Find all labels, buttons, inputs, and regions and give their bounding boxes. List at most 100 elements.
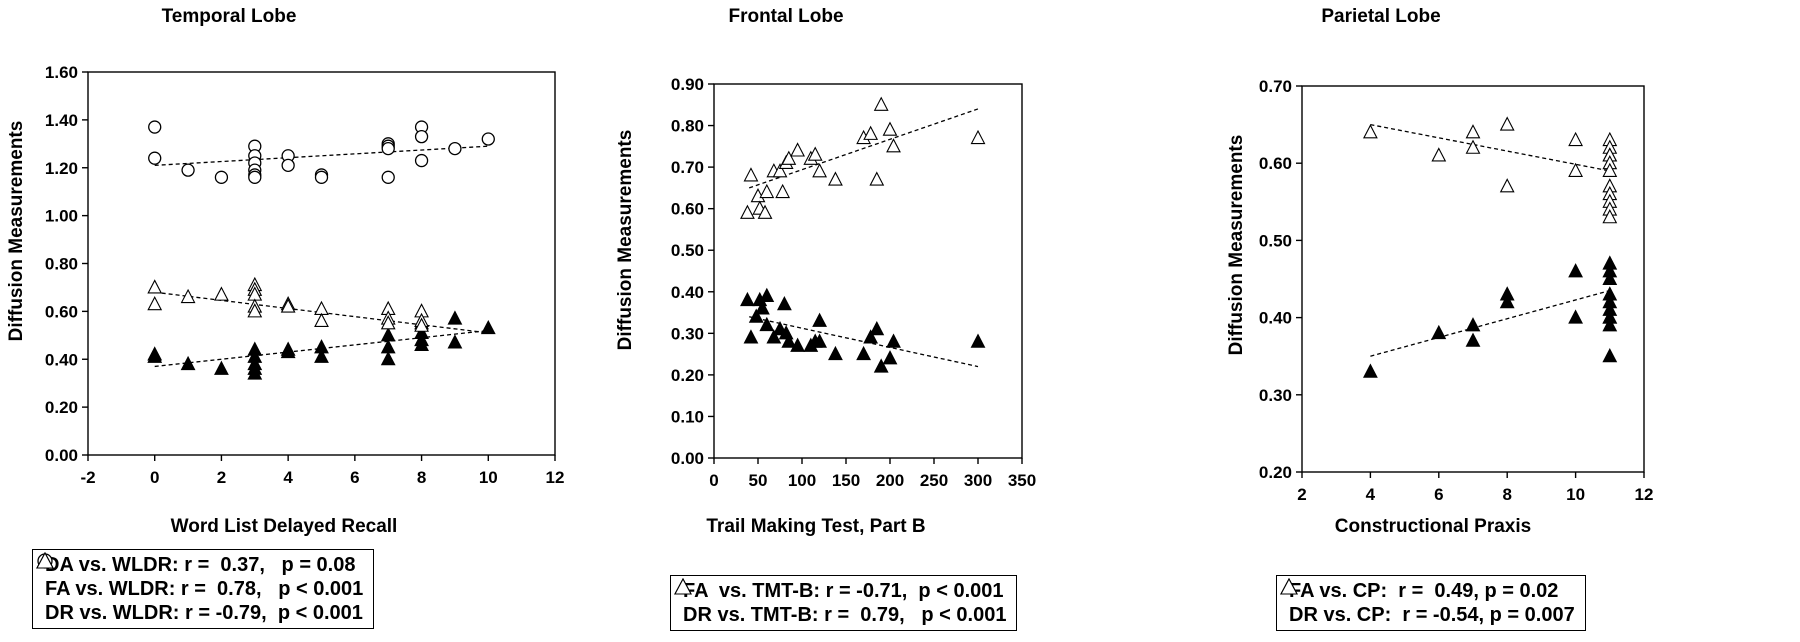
x-tick-label: 12 — [1635, 485, 1654, 504]
data-point-dr — [873, 96, 889, 111]
data-point-dr — [1602, 162, 1618, 177]
y-tick-label: 0.40 — [1259, 309, 1292, 328]
x-tick-label: 2 — [217, 468, 226, 487]
data-point-dr — [380, 315, 396, 330]
data-point-fa — [147, 348, 163, 363]
data-point-dr — [147, 296, 163, 311]
plot-area — [1301, 85, 1645, 473]
data-point-fa — [447, 334, 463, 349]
trend-line-fa — [1370, 289, 1610, 357]
data-point-da — [314, 170, 329, 184]
data-point-fa — [856, 345, 872, 361]
data-point-fa — [886, 333, 901, 348]
frontal-lobe-plot: 0.00 0.10 0.20 0.30 0.40 0.50 0.60 0.70 0.80 0.90… — [671, 75, 1036, 490]
chart-title: Temporal Lobe — [161, 6, 297, 27]
data-point-fa — [790, 337, 806, 352]
data-point-da — [381, 141, 395, 156]
y-axis-label: Diffusion Measurements — [6, 120, 27, 342]
y-axis-label: Diffusion Measurements — [615, 129, 636, 351]
data-point-dr — [970, 129, 986, 145]
data-point-fa — [1602, 270, 1618, 286]
y-tick-label: 1.20 — [45, 159, 78, 178]
data-point-da — [248, 170, 262, 184]
data-point-fa — [247, 365, 263, 380]
data-point-da — [414, 129, 429, 144]
data-point-fa — [863, 329, 879, 344]
legend-item: FA vs. TMT-B: r = -0.71, p < 0.001 — [674, 577, 1006, 603]
data-point-dr — [882, 121, 898, 136]
data-point-fa — [380, 327, 396, 342]
legend-label: FA vs. WLDR: r = 0.78, p < 0.001 — [45, 577, 364, 600]
chart-title: Frontal Lobe — [728, 6, 844, 27]
data-point-fa — [1568, 263, 1584, 278]
y-tick-label: 0.70 — [1259, 77, 1292, 96]
data-point-dr — [743, 167, 759, 182]
data-point-dr — [807, 146, 823, 161]
data-point-dr — [869, 171, 885, 186]
y-tick-label: 0.00 — [671, 449, 704, 468]
data-point-da — [481, 132, 495, 146]
data-point-da — [448, 141, 462, 156]
x-tick-label: -2 — [80, 468, 95, 487]
y-tick-label: 1.00 — [45, 207, 78, 226]
y-tick-label: 0.60 — [1259, 154, 1292, 173]
x-axis-label: Constructional Praxis — [1334, 516, 1532, 537]
legend-label: FA vs. CP: r = 0.49, p = 0.02 — [1289, 579, 1559, 602]
y-tick-label: 0.50 — [671, 241, 704, 260]
data-point-dr — [414, 317, 429, 332]
chart-legend: FA vs. CP: r = 0.49, p = 0.02 DR vs. CP:… — [1276, 575, 1586, 631]
data-point-da — [214, 170, 229, 184]
x-tick-label: 10 — [479, 468, 498, 487]
x-tick-label: 300 — [964, 471, 992, 490]
data-point-fa — [480, 319, 496, 335]
data-point-fa — [970, 333, 986, 348]
data-point-fa — [1602, 348, 1618, 363]
x-tick-label: 8 — [417, 468, 426, 487]
legend-marker-open-triangle — [36, 551, 54, 569]
data-point-dr — [280, 298, 296, 313]
data-point-fa — [759, 316, 775, 332]
data-point-da — [381, 170, 395, 184]
y-tick-label: 0.00 — [45, 446, 78, 465]
data-point-dr — [781, 150, 797, 165]
data-point-fa — [1465, 317, 1481, 332]
data-point-fa — [766, 329, 782, 344]
data-point-dr — [1362, 124, 1378, 139]
data-point-dr — [1568, 131, 1584, 147]
data-point-dr — [1465, 124, 1481, 139]
data-point-da — [281, 158, 295, 173]
data-point-fa — [280, 343, 296, 359]
trend-line-dr — [1370, 123, 1610, 172]
y-tick-label: 0.30 — [1259, 386, 1292, 405]
x-tick-label: 12 — [546, 468, 565, 487]
trend-line-dr — [748, 108, 979, 189]
data-point-dr — [1499, 116, 1515, 131]
data-point-fa — [776, 296, 792, 311]
data-point-da — [181, 163, 195, 177]
data-point-dr — [1431, 147, 1447, 162]
temporal-lobe-plot: 0.00 0.20 0.40 0.60 0.80 1.00 1.20 1.40 1.60 -2 0 2… — [45, 63, 565, 487]
x-tick-label: 0 — [150, 468, 159, 487]
data-point-fa — [828, 345, 843, 361]
data-point-dr — [828, 171, 843, 186]
y-tick-label: 0.20 — [1259, 463, 1292, 482]
data-point-dr — [247, 303, 263, 318]
legend-label: DR vs. TMT-B: r = 0.79, p < 0.001 — [683, 603, 1007, 626]
y-tick-label: 0.40 — [45, 350, 78, 369]
data-point-dr — [759, 183, 775, 199]
data-point-fa — [1499, 293, 1515, 309]
data-point-fa — [1431, 324, 1447, 340]
y-tick-label: 0.50 — [1259, 231, 1292, 250]
data-point-fa — [380, 351, 396, 366]
data-point-fa — [380, 339, 396, 354]
x-tick-label: 50 — [749, 471, 768, 490]
y-tick-label: 1.40 — [45, 111, 78, 130]
data-point-fa — [869, 320, 885, 336]
data-point-dr — [772, 163, 788, 178]
x-axis-label: Word List Delayed Recall — [170, 516, 398, 537]
y-tick-label: 0.40 — [671, 283, 704, 302]
data-point-fa — [812, 333, 828, 348]
data-point-dr — [1568, 162, 1584, 177]
x-tick-label: 250 — [920, 471, 948, 490]
data-point-dr — [790, 142, 806, 157]
